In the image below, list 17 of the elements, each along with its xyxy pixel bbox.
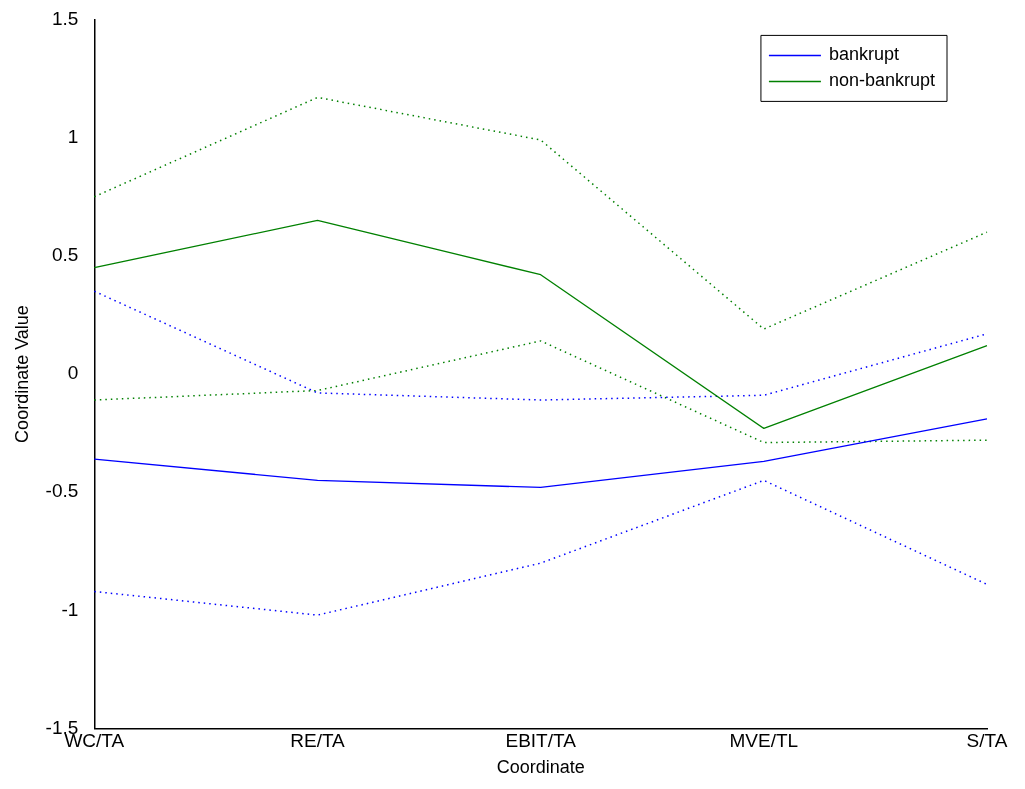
line-series [93, 96, 988, 330]
y-axis-title: Coordinate Value [11, 305, 32, 443]
y-tick-label: 0 [67, 362, 79, 384]
y-tick-label: -1 [61, 598, 79, 620]
x-tick-label: EBIT/TA [505, 730, 577, 752]
x-axis-title: Coordinate [496, 757, 585, 778]
legend-label: non-bankrupt [828, 70, 935, 91]
x-tick-label: MVE/TL [729, 730, 799, 752]
y-tick-label: 1 [67, 125, 79, 147]
line-series [93, 479, 988, 616]
y-tick-label: 0.5 [51, 244, 79, 266]
y-tick-label: 1.5 [51, 7, 79, 29]
line-series [93, 340, 988, 444]
legend-label: bankrupt [828, 44, 899, 65]
x-tick-label: RE/TA [290, 730, 346, 752]
y-tick-label: -0.5 [45, 480, 79, 502]
x-tick-label: S/TA [966, 730, 1008, 752]
